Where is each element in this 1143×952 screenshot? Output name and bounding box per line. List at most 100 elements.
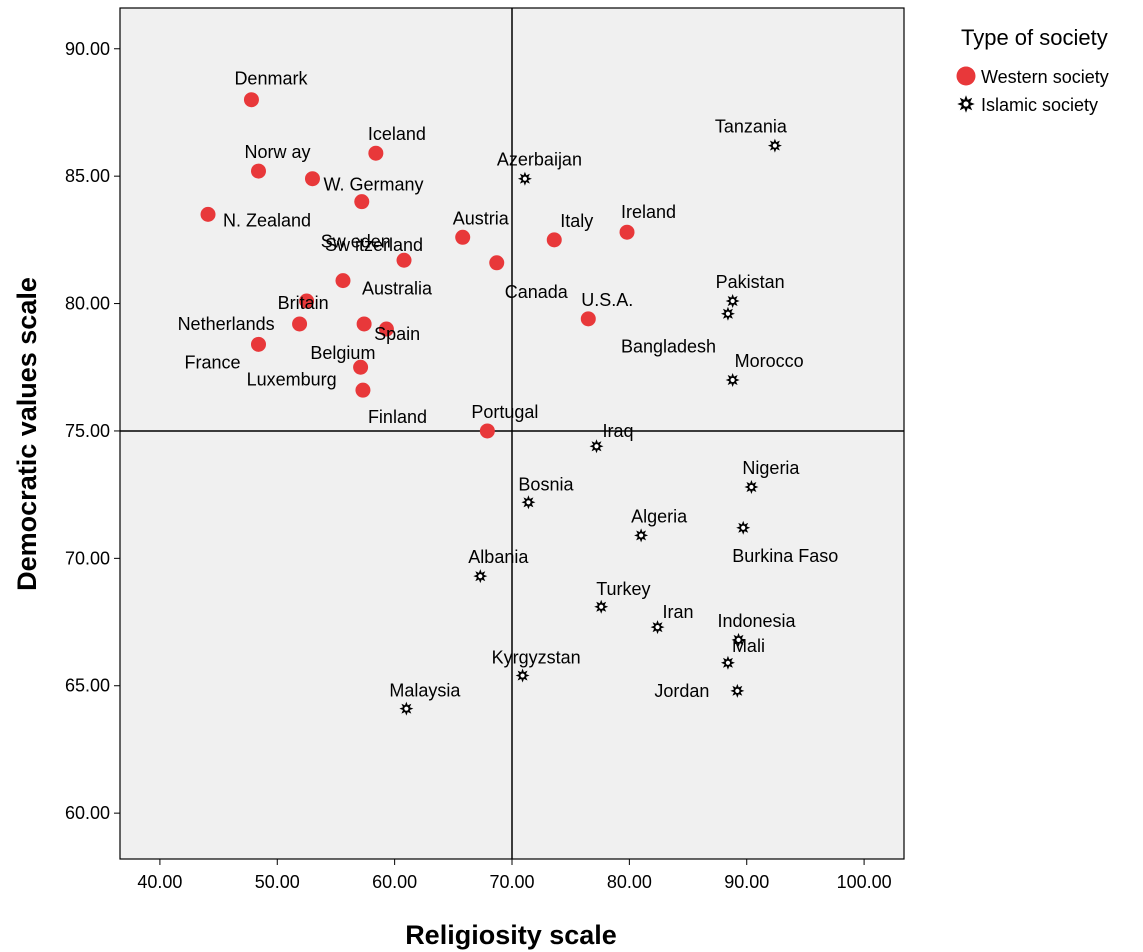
point-australia: [335, 273, 351, 289]
point-bosnia: [521, 495, 536, 510]
legend-marker-western-society: [956, 66, 976, 86]
x-tick-label: 100.00: [837, 872, 892, 892]
point-denmark: [243, 92, 259, 108]
label-mali: Mali: [732, 636, 765, 656]
x-tick-label: 90.00: [724, 872, 769, 892]
label-bosnia: Bosnia: [518, 474, 574, 494]
x-tick-label: 50.00: [255, 872, 300, 892]
point-austria: [455, 229, 471, 245]
point-indonesia: [731, 632, 746, 647]
point-mali: [720, 655, 735, 670]
label-britain: Britain: [278, 293, 329, 313]
point-britain: [299, 293, 315, 309]
x-tick-label: 60.00: [372, 872, 417, 892]
label-iceland: Iceland: [368, 124, 426, 144]
label-n-zealand: N. Zealand: [223, 210, 311, 230]
label-turkey: Turkey: [596, 579, 650, 599]
y-axis-title: Democratic values scale: [12, 277, 42, 591]
point-norw-ay: [250, 163, 266, 179]
x-axis: 40.00 50.00 60.00 70.00 80.00 90.00 100.00: [137, 859, 892, 892]
label-iraq: Iraq: [603, 421, 634, 441]
label-austria: Austria: [453, 208, 510, 228]
y-tick-label: 65.00: [65, 676, 110, 696]
label-australia: Australia: [362, 279, 433, 299]
point-iraq: [589, 439, 604, 454]
label-spain: Spain: [374, 324, 420, 344]
label-azerbaijan: Azerbaijan: [497, 150, 582, 170]
point-ireland: [619, 224, 635, 240]
label-burkina-faso: Burkina Faso: [732, 546, 838, 566]
point-finland: [355, 382, 371, 398]
label-w-germany: W. Germany: [323, 175, 423, 195]
label-norw-ay: Norw ay: [244, 142, 310, 162]
point-turkey: [594, 599, 609, 614]
label-france: France: [184, 352, 240, 372]
point-belgium: [378, 321, 394, 337]
label-canada: Canada: [505, 282, 569, 302]
x-tick-label: 80.00: [607, 872, 652, 892]
point-azerbaijan: [517, 171, 532, 186]
point-iceland: [368, 145, 384, 161]
label-sw-itzerland: Sw itzerland: [325, 235, 423, 255]
point-sw-itzerland: [396, 252, 412, 268]
point-algeria: [634, 528, 649, 543]
point-spain: [356, 316, 372, 332]
label-portugal: Portugal: [471, 402, 538, 422]
label-albania: Albania: [468, 547, 529, 567]
y-tick-label: 80.00: [65, 294, 110, 314]
label-jordan: Jordan: [654, 681, 709, 701]
label-nigeria: Nigeria: [742, 458, 800, 478]
label-ireland: Ireland: [621, 202, 676, 222]
legend-label-western-society: Western society: [981, 67, 1109, 87]
label-italy: Italy: [560, 211, 593, 231]
point-netherlands: [292, 316, 308, 332]
data-points: [200, 92, 782, 716]
y-tick-label: 85.00: [65, 166, 110, 186]
x-axis-title: Religiosity scale: [405, 920, 617, 950]
y-tick-label: 90.00: [65, 39, 110, 59]
x-tick-label: 70.00: [489, 872, 534, 892]
label-sw-eden: Sw eden: [321, 232, 391, 252]
y-tick-label: 60.00: [65, 803, 110, 823]
y-axis: 60.00 65.00 70.00 75.00 80.00 85.00 90.00: [65, 39, 120, 823]
label-netherlands: Netherlands: [178, 314, 275, 334]
label-u-s-a: U.S.A.: [581, 290, 633, 310]
point-pakistan: [725, 294, 740, 309]
y-tick-label: 75.00: [65, 421, 110, 441]
label-indonesia: Indonesia: [718, 611, 797, 631]
legend-title: Type of society: [961, 25, 1108, 50]
legend-entries: Western society Islamic society: [956, 66, 1109, 115]
point-italy: [546, 232, 562, 248]
label-tanzania: Tanzania: [715, 117, 788, 137]
point-portugal: [479, 423, 495, 439]
x-tick-label: 40.00: [137, 872, 182, 892]
point-burkina-faso: [736, 520, 751, 535]
legend: Type of society Western society Islamic s…: [956, 25, 1109, 115]
label-denmark: Denmark: [234, 69, 308, 89]
label-algeria: Algeria: [631, 506, 688, 526]
point-nigeria: [744, 480, 759, 495]
point-malaysia: [399, 701, 414, 716]
label-kyrgyzstan: Kyrgyzstan: [492, 648, 581, 668]
point-labels: Denmark Iceland Norw ay W. Germany N. Zealan…: [178, 69, 839, 701]
point-n-zealand: [200, 206, 216, 222]
legend-marker-islamic-society: [957, 95, 975, 113]
point-luxemburg: [353, 359, 369, 375]
point-canada: [489, 255, 505, 271]
point-sw-eden: [354, 194, 370, 210]
label-iran: Iran: [663, 602, 694, 622]
point-u-s-a: [580, 311, 596, 327]
point-kyrgyzstan: [515, 668, 530, 683]
point-morocco: [725, 372, 740, 387]
label-morocco: Morocco: [735, 351, 804, 371]
label-luxemburg: Luxemburg: [247, 369, 337, 389]
point-jordan: [730, 683, 745, 698]
legend-label-islamic-society: Islamic society: [981, 95, 1098, 115]
point-albania: [473, 569, 488, 584]
point-iran: [650, 620, 665, 635]
label-pakistan: Pakistan: [716, 272, 785, 292]
reference-lines: [120, 8, 904, 859]
y-tick-label: 70.00: [65, 548, 110, 568]
point-w-germany: [304, 171, 320, 187]
